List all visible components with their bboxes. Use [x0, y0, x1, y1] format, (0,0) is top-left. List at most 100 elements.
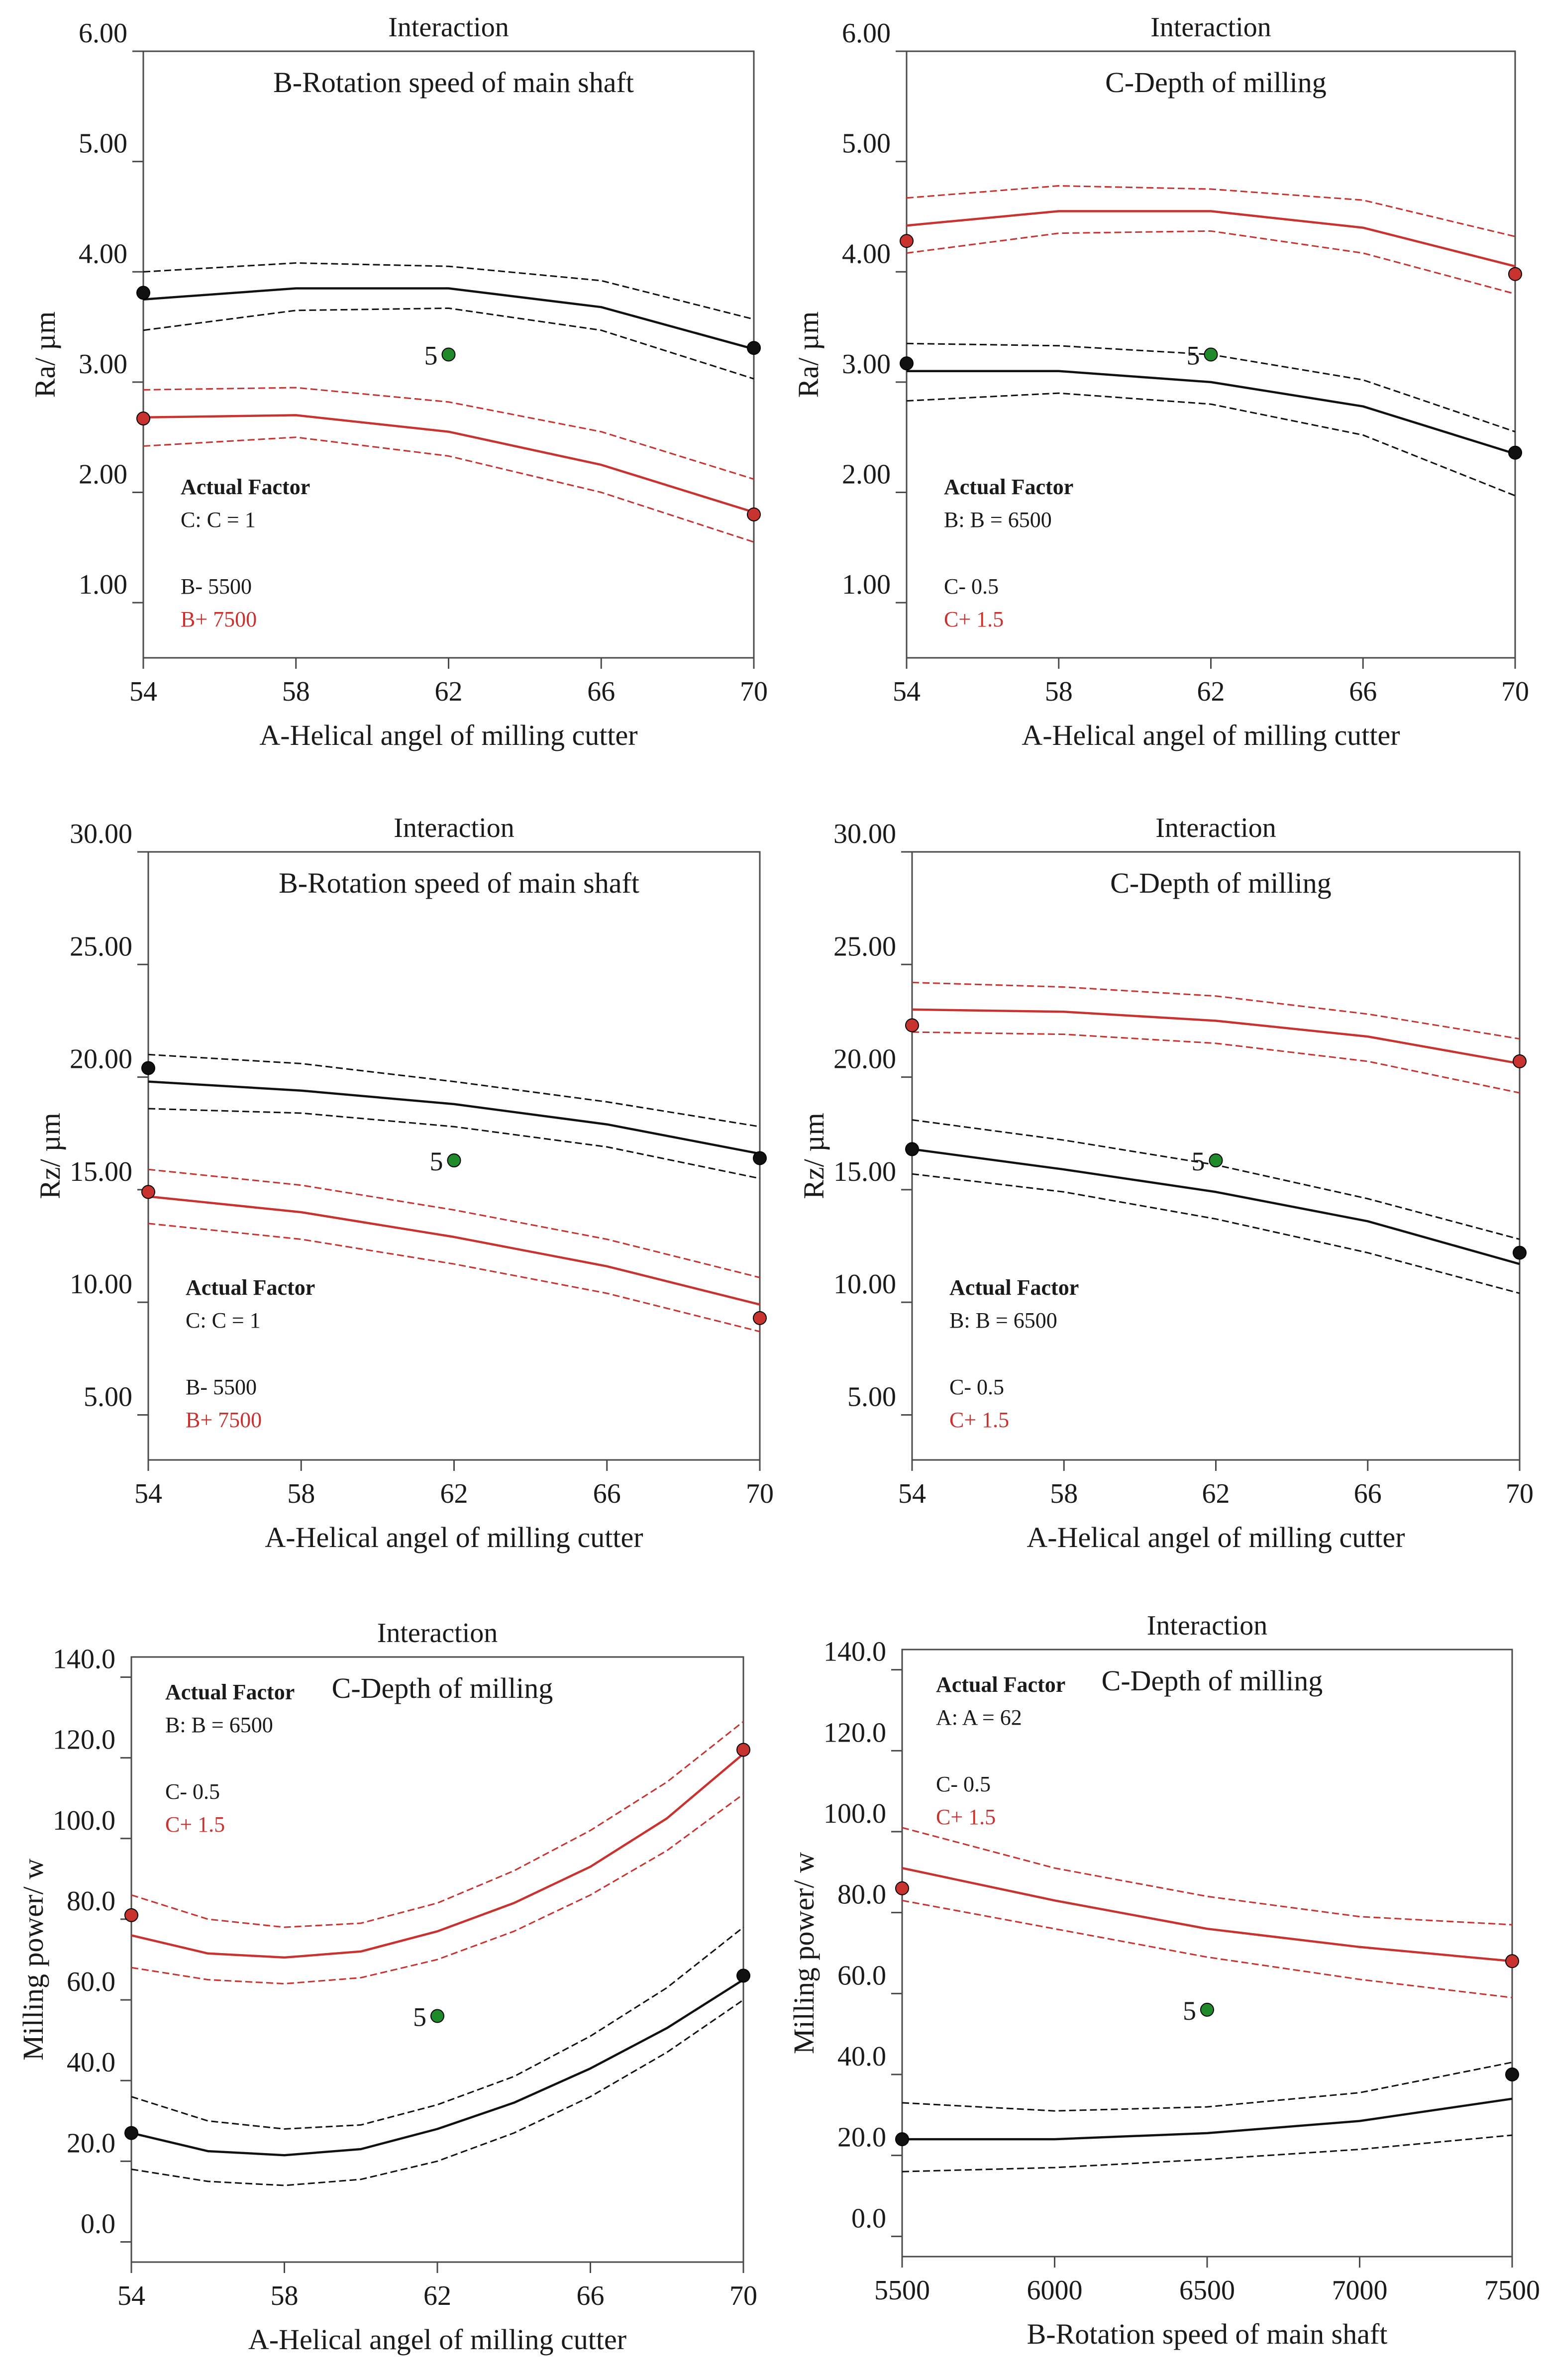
- y-tick-label: 0.0: [851, 2203, 886, 2234]
- center-point: [430, 2009, 444, 2023]
- x-tick-label: 70: [729, 2280, 757, 2311]
- center-point: [1204, 347, 1218, 362]
- y-tick-label: 40.0: [67, 2047, 115, 2078]
- data-point: [753, 1151, 767, 1165]
- data-point: [747, 507, 761, 521]
- series-red: [895, 1827, 1519, 1998]
- center-point-label: 5: [1187, 341, 1200, 371]
- data-point: [1508, 445, 1522, 460]
- lower-confidence-band: [143, 436, 754, 543]
- x-axis-label: A-Helical angel of milling cutter: [265, 1521, 643, 1553]
- data-point: [900, 234, 914, 248]
- center-point-label: 5: [1192, 1146, 1205, 1176]
- lower-confidence-band: [143, 307, 754, 380]
- legend-low: B- 5500: [181, 574, 252, 599]
- series-line: [143, 414, 754, 514]
- lower-confidence-band: [131, 1999, 744, 2186]
- data-point: [753, 1311, 767, 1325]
- series-red: [141, 1168, 767, 1333]
- chart-subtitle: C-Depth of milling: [1102, 1664, 1323, 1697]
- upper-confidence-band: [902, 2062, 1513, 2112]
- lower-confidence-band: [148, 1223, 760, 1333]
- data-point: [736, 1968, 750, 1983]
- y-tick-label: 3.00: [79, 349, 127, 380]
- x-tick-label: 54: [134, 1478, 162, 1509]
- chart-title: Interaction: [1150, 12, 1271, 43]
- x-tick-label: 6000: [1027, 2275, 1083, 2306]
- y-tick-label: 2.00: [842, 459, 891, 490]
- legend-heading: Actual Factor: [186, 1275, 315, 1300]
- legend-factor: A: A = 62: [936, 1705, 1022, 1730]
- legend-high: B+ 7500: [186, 1408, 262, 1432]
- legend-heading: Actual Factor: [165, 1680, 295, 1704]
- legend-high: C+ 1.5: [949, 1408, 1009, 1432]
- x-tick-label: 7000: [1332, 2275, 1388, 2306]
- center-point: [441, 347, 456, 362]
- chart-title: Interaction: [1155, 813, 1276, 843]
- chart-panel-6: Interaction C-Depth of milling 5500 6000 650…: [788, 1610, 1540, 2350]
- y-tick-label: 40.0: [837, 2041, 886, 2072]
- data-point: [905, 1142, 919, 1156]
- data-point: [895, 1881, 909, 1895]
- chart-subtitle: B-Rotation speed of main shaft: [273, 66, 634, 99]
- y-axis-label: Milling power/ w: [17, 1859, 49, 2061]
- legend-factor: B: B = 6500: [949, 1308, 1057, 1333]
- chart-subtitle: C-Depth of milling: [1110, 867, 1332, 899]
- legend-low: C- 0.5: [165, 1779, 220, 1804]
- y-axis-label: Rz/ µm: [798, 1113, 830, 1199]
- center-point-label: 5: [413, 2002, 426, 2032]
- x-tick-label: 58: [271, 2280, 299, 2311]
- data-point: [1505, 2068, 1519, 2081]
- legend-factor: B: B = 6500: [165, 1713, 273, 1737]
- upper-confidence-band: [131, 1721, 744, 1928]
- data-point: [895, 2132, 909, 2147]
- series-line: [912, 1008, 1520, 1065]
- upper-confidence-band: [148, 1168, 760, 1278]
- x-tick-label: 54: [893, 676, 921, 707]
- y-tick-label: 4.00: [79, 238, 127, 269]
- x-tick-label: 6500: [1179, 2275, 1235, 2306]
- legend-high: C+ 1.5: [936, 1805, 996, 1829]
- x-tick-label: 62: [1202, 1478, 1230, 1509]
- data-point: [900, 356, 914, 371]
- legend-low: C- 0.5: [936, 1772, 991, 1796]
- series-line: [907, 370, 1516, 455]
- upper-confidence-band: [912, 982, 1520, 1040]
- data-point: [124, 2126, 138, 2140]
- center-point: [1209, 1153, 1223, 1168]
- y-tick-label: 1.00: [842, 569, 891, 600]
- series-line: [912, 1148, 1520, 1265]
- series-black: [900, 342, 1522, 497]
- y-tick-label: 25.00: [70, 931, 132, 962]
- upper-confidence-band: [906, 185, 1516, 237]
- x-tick-label: 66: [587, 676, 615, 707]
- x-tick-label: 70: [746, 1478, 774, 1509]
- chart-title: Interaction: [394, 813, 515, 843]
- series-line: [143, 287, 754, 350]
- series-black: [905, 1119, 1527, 1294]
- y-tick-label: 25.00: [833, 931, 896, 962]
- y-tick-label: 120.0: [823, 1717, 886, 1748]
- center-point: [1200, 2002, 1214, 2017]
- y-tick-label: 10.00: [833, 1269, 896, 1300]
- upper-confidence-band: [148, 1053, 760, 1128]
- y-tick-label: 30.00: [833, 819, 896, 849]
- legend-low: C- 0.5: [949, 1375, 1004, 1399]
- legend-high: B+ 7500: [181, 607, 257, 631]
- chart-subtitle: C-Depth of milling: [1105, 66, 1327, 99]
- x-tick-label: 5500: [874, 2275, 930, 2306]
- data-point: [1513, 1245, 1527, 1260]
- y-tick-label: 5.00: [84, 1381, 132, 1412]
- x-axis-label: A-Helical angel of milling cutter: [1027, 1521, 1405, 1553]
- legend-heading: Actual Factor: [949, 1275, 1079, 1300]
- y-tick-label: 100.0: [53, 1805, 115, 1836]
- lower-confidence-band: [902, 2134, 1513, 2173]
- y-axis-label: Ra/ µm: [29, 311, 61, 398]
- chart-panel-5: Interaction C-Depth of milling 54 58 62 66 70 0…: [17, 1618, 757, 2356]
- x-tick-label: 7500: [1484, 2275, 1540, 2306]
- y-tick-label: 3.00: [842, 349, 891, 380]
- x-tick-label: 62: [423, 2280, 451, 2311]
- legend-factor: C: C = 1: [186, 1308, 261, 1333]
- series-black: [124, 1926, 750, 2186]
